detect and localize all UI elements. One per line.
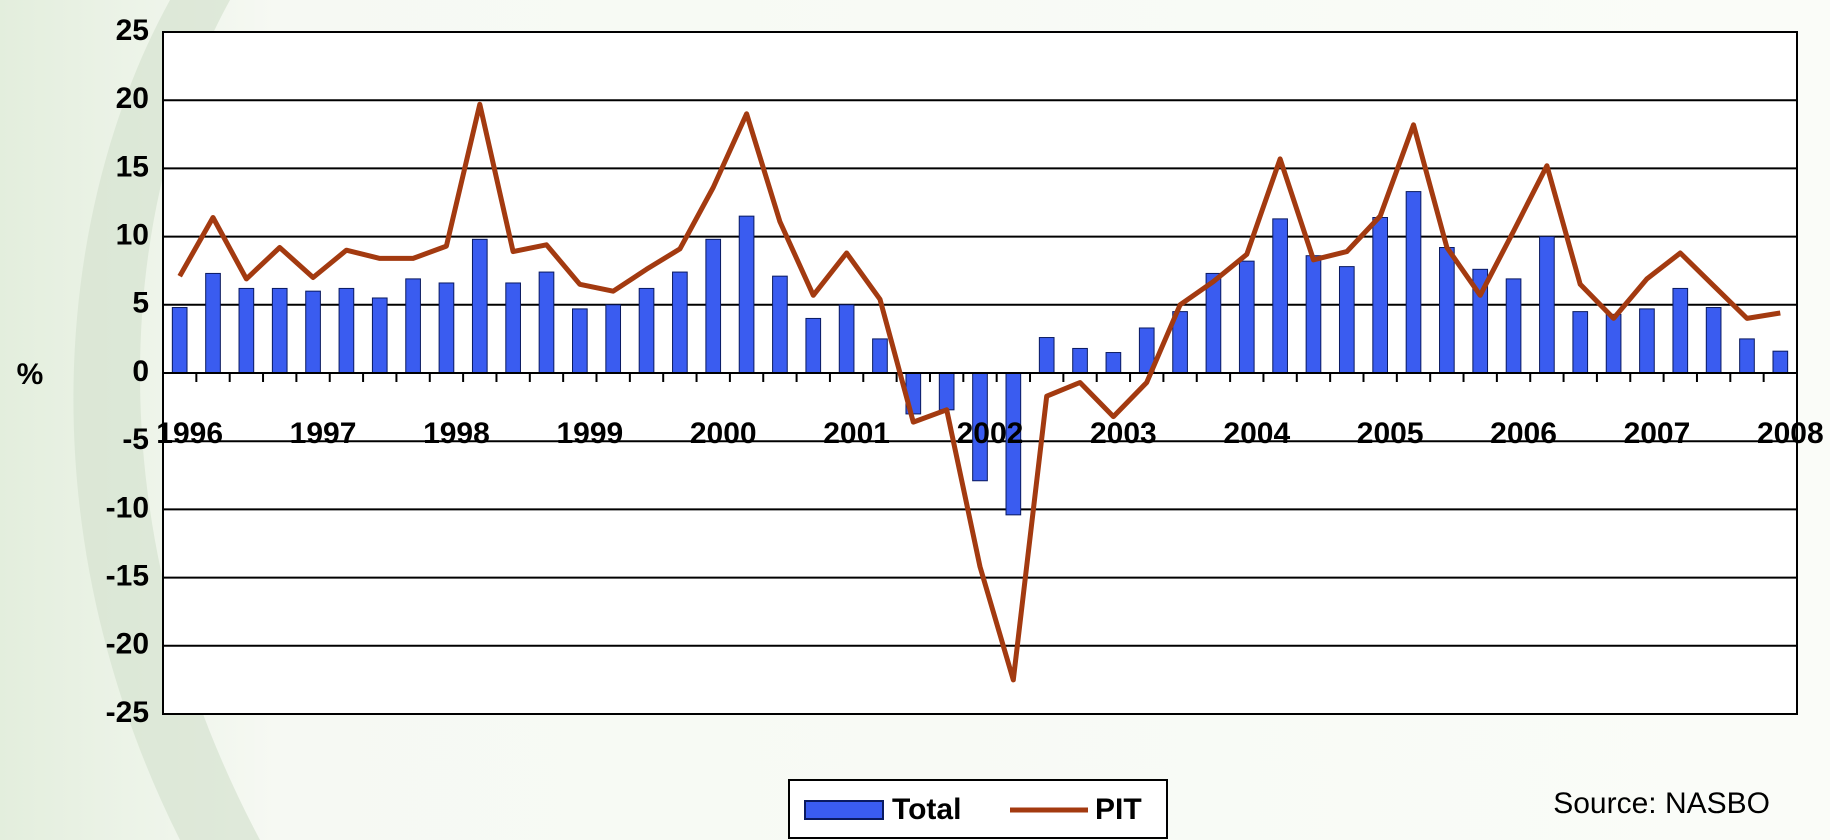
- x-tick-label: 2003: [1090, 417, 1157, 450]
- x-tick-label: 2001: [823, 417, 890, 450]
- bar: [873, 339, 888, 373]
- bar: [1740, 339, 1755, 373]
- bar: [206, 273, 221, 373]
- y-tick-label: -20: [106, 628, 149, 661]
- bar: [1773, 351, 1788, 373]
- x-tick-label: 1996: [156, 417, 223, 450]
- bar: [272, 288, 287, 373]
- bar: [839, 305, 854, 373]
- x-tick-label: 2000: [690, 417, 757, 450]
- bar: [406, 279, 421, 373]
- bar: [1606, 314, 1621, 373]
- bar: [939, 373, 954, 410]
- legend-swatch: [805, 801, 883, 819]
- x-tick-label: 2004: [1223, 417, 1290, 450]
- bar: [1073, 348, 1088, 373]
- bar: [1673, 288, 1688, 373]
- bar: [1039, 338, 1054, 373]
- bar: [472, 239, 487, 373]
- bar: [1406, 192, 1421, 373]
- x-tick-label: 1999: [556, 417, 623, 450]
- bar: [1273, 219, 1288, 373]
- bar: [539, 272, 554, 373]
- bar: [239, 288, 254, 373]
- bar: [606, 305, 621, 373]
- legend-label: PIT: [1095, 793, 1142, 826]
- x-tick-label: 1998: [423, 417, 490, 450]
- bar: [1239, 261, 1254, 373]
- bar: [573, 309, 588, 373]
- bar: [1373, 218, 1388, 373]
- y-tick-label: -10: [106, 491, 149, 524]
- bar: [1640, 309, 1655, 373]
- y-tick-label: 0: [132, 355, 149, 388]
- bar: [639, 288, 654, 373]
- bar: [706, 239, 721, 373]
- bar: [806, 318, 821, 373]
- y-tick-label: 10: [116, 219, 149, 252]
- bar: [1440, 248, 1455, 373]
- chart: % Source: NASBO -25 -20 -15 -10 -5 0 5 10 15 20 25…: [0, 0, 1830, 840]
- x-tick-label: 2002: [957, 417, 1024, 450]
- x-tick-label: 2007: [1624, 417, 1691, 450]
- y-tick-label: 5: [132, 287, 149, 320]
- y-tick-label: 25: [116, 14, 149, 47]
- bar: [339, 288, 354, 373]
- bar: [172, 308, 187, 373]
- x-tick-label: 2006: [1490, 417, 1557, 450]
- x-tick-label: 1997: [290, 417, 357, 450]
- bar: [1339, 267, 1354, 373]
- y-tick-label: 20: [116, 82, 149, 115]
- bar: [439, 283, 454, 373]
- bar: [673, 272, 688, 373]
- y-axis-label: %: [17, 358, 44, 391]
- legend-label: Total: [892, 793, 961, 826]
- bar: [773, 276, 788, 373]
- bar: [1573, 312, 1588, 373]
- bar: [306, 291, 321, 373]
- x-tick-label: 2005: [1357, 417, 1424, 450]
- bar: [1306, 256, 1321, 373]
- bar: [1540, 237, 1555, 373]
- y-tick-label: -15: [106, 560, 149, 593]
- bar: [739, 216, 754, 373]
- source-note: Source: NASBO: [1553, 787, 1770, 820]
- y-tick-label: -25: [106, 696, 149, 729]
- bar: [1106, 353, 1121, 373]
- bar: [372, 298, 387, 373]
- bar: [1506, 279, 1521, 373]
- y-tick-label: -5: [122, 423, 149, 456]
- bar: [1206, 273, 1221, 373]
- x-tick-label: 2008: [1757, 417, 1824, 450]
- y-tick-label: 15: [116, 150, 149, 183]
- bar: [1706, 308, 1721, 373]
- bar: [506, 283, 521, 373]
